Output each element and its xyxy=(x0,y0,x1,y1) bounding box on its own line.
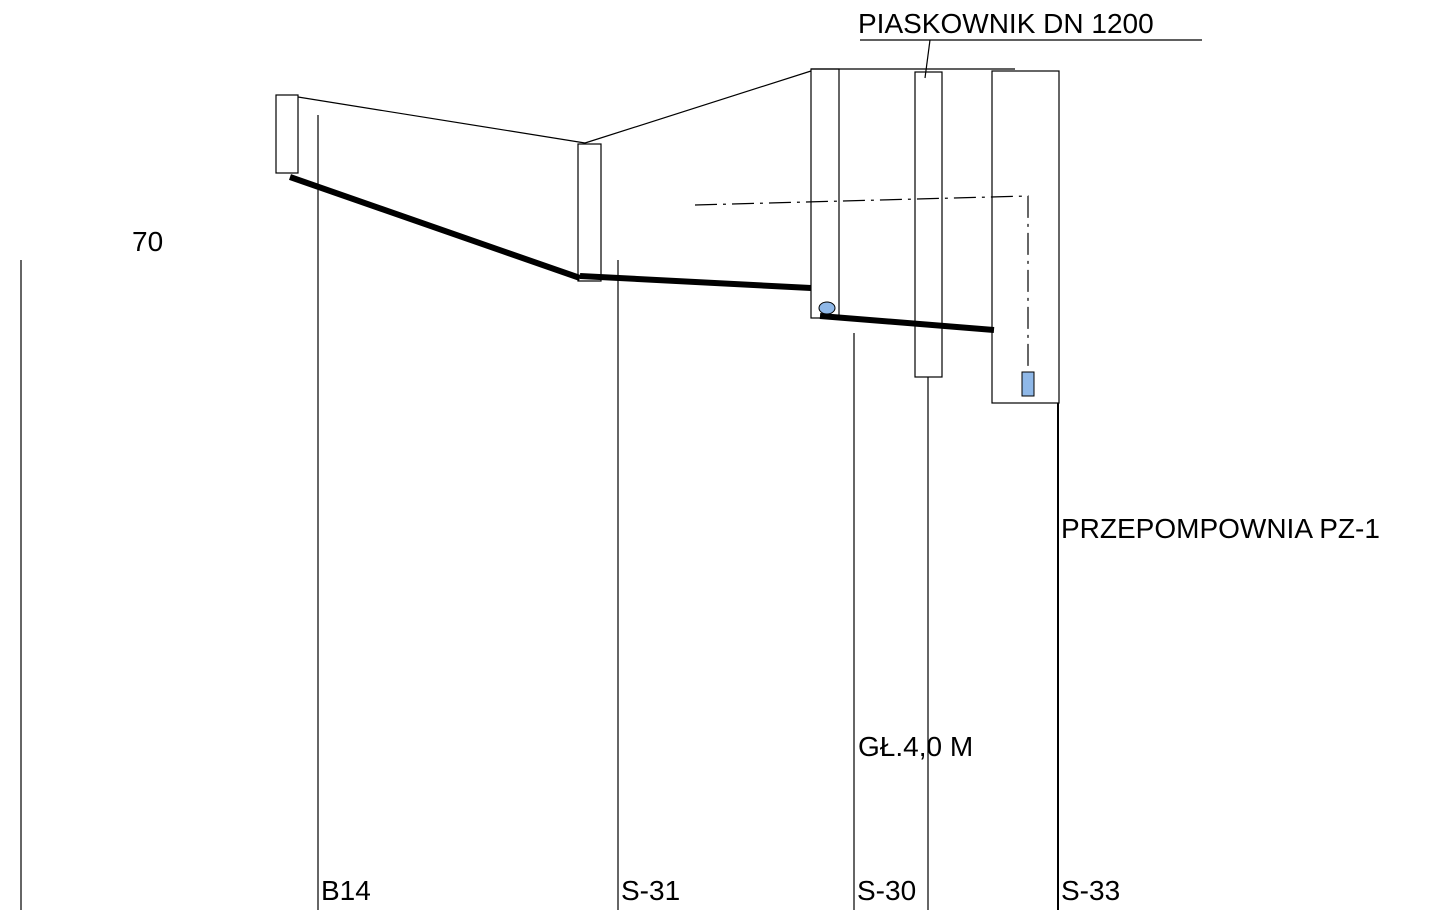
water-level-line xyxy=(694,195,1029,372)
station-label: S-30 xyxy=(857,875,916,906)
pipe xyxy=(579,273,812,291)
terrain-line xyxy=(584,70,812,144)
station-label: S-33 xyxy=(1061,875,1120,906)
station-label: B14 xyxy=(321,875,371,906)
terrain-line xyxy=(297,96,586,144)
label: PIASKOWNIK DN 1200 xyxy=(858,8,1154,39)
pipe xyxy=(289,174,581,281)
pipes xyxy=(289,174,995,333)
label: 70 xyxy=(132,226,163,257)
station-label: S-31 xyxy=(621,875,680,906)
manhole xyxy=(810,68,840,319)
pipe xyxy=(819,313,995,333)
leader-line xyxy=(924,39,931,79)
structures xyxy=(20,39,1202,910)
sand-trap xyxy=(914,71,943,378)
pipe-outlet xyxy=(818,301,836,315)
label: GŁ.4,0 M xyxy=(858,731,973,762)
label: PRZEPOMPOWNIA PZ-1 xyxy=(1061,513,1380,544)
manhole xyxy=(577,143,602,282)
pump xyxy=(1021,371,1035,397)
manhole xyxy=(275,94,299,174)
pump-station xyxy=(991,70,1060,404)
